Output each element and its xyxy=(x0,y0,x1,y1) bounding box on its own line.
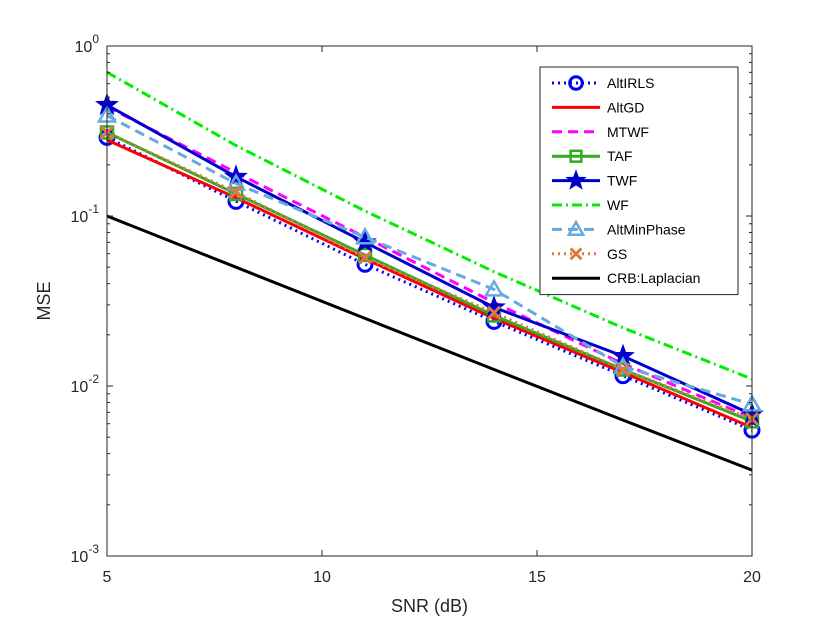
legend-item-2: MTWF xyxy=(552,124,649,140)
series-7-point-3 xyxy=(486,305,502,320)
legend-item-8: CRB:Laplacian xyxy=(552,270,700,286)
series-7-point-1 xyxy=(228,185,244,200)
series-7 xyxy=(99,125,760,427)
series-line-6 xyxy=(106,114,753,406)
legend-label-3: TAF xyxy=(607,148,632,164)
legend-marker-0 xyxy=(568,75,584,91)
y-tick-exp-3: 0 xyxy=(92,32,99,46)
y-tick-base-2: 10 xyxy=(71,209,89,226)
y-tick-exp-0: -3 xyxy=(88,542,99,556)
y-tick-label-1: 10-2 xyxy=(71,372,100,396)
x-axis-label: SNR (dB) xyxy=(391,596,468,616)
series-5 xyxy=(106,70,753,381)
y-tick-base-1: 10 xyxy=(71,379,89,396)
legend-item-3: TAF xyxy=(552,148,632,164)
y-axis-label: MSE xyxy=(34,281,54,320)
x-tick-label-1: 10 xyxy=(313,569,331,586)
legend-label-0: AltIRLS xyxy=(607,75,654,91)
series-6-point-3 xyxy=(483,278,505,297)
legend-marker-4 xyxy=(565,169,587,190)
legend-label-8: CRB:Laplacian xyxy=(607,270,700,286)
series-layer xyxy=(95,70,764,472)
legend-marker-7 xyxy=(569,247,583,261)
legend: AltIRLS AltGD MTWF TAF TWF WF AltMinPhase GS CRB… xyxy=(539,66,739,296)
y-tick-label-0: 10-3 xyxy=(71,542,100,566)
legend-item-1: AltGD xyxy=(552,99,644,115)
series-6-point-1 xyxy=(225,173,247,191)
legend-marker-3 xyxy=(569,149,583,163)
legend-item-6: AltMinPhase xyxy=(552,219,686,237)
legend-label-7: GS xyxy=(607,246,627,262)
series-line-5 xyxy=(106,70,753,381)
plot-frame xyxy=(106,45,753,557)
legend-label-2: MTWF xyxy=(607,124,649,140)
y-tick-exp-2: -1 xyxy=(88,202,99,216)
series-line-4 xyxy=(106,103,753,416)
series-line-3 xyxy=(106,131,753,423)
series-7-point-2 xyxy=(357,250,373,265)
legend-label-1: AltGD xyxy=(607,99,644,115)
series-8 xyxy=(106,214,753,472)
series-line-1 xyxy=(106,138,753,429)
legend-marker-6 xyxy=(566,219,586,237)
series-1 xyxy=(106,138,753,429)
legend-item-5: WF xyxy=(552,197,629,213)
x-tick-label-3: 20 xyxy=(743,569,761,586)
series-3-point-1 xyxy=(228,186,244,202)
legend-item-7: GS xyxy=(552,246,627,262)
series-6-point-2 xyxy=(354,226,376,245)
series-7-point-4 xyxy=(615,362,631,377)
legend-item-4: TWF xyxy=(552,169,637,190)
x-tick-label-2: 15 xyxy=(528,569,546,586)
y-tick-base-3: 10 xyxy=(75,39,93,56)
y-tick-base-0: 10 xyxy=(71,549,89,566)
series-3-point-2 xyxy=(357,247,373,263)
series-line-8 xyxy=(106,214,753,472)
x-tick-label-0: 5 xyxy=(103,569,112,586)
y-tick-exp-1: -2 xyxy=(88,372,99,386)
legend-item-0: AltIRLS xyxy=(552,75,654,91)
legend-label-6: AltMinPhase xyxy=(607,221,686,237)
legend-label-5: WF xyxy=(607,197,629,213)
y-tick-label-3: 100 xyxy=(75,32,100,56)
y-tick-label-2: 10-1 xyxy=(71,202,100,226)
legend-label-4: TWF xyxy=(607,173,637,189)
